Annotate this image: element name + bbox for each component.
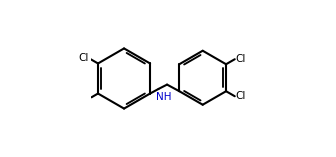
Text: Cl: Cl <box>78 53 89 63</box>
Text: Cl: Cl <box>235 91 246 101</box>
Text: Cl: Cl <box>235 54 246 64</box>
Text: NH: NH <box>156 92 172 102</box>
